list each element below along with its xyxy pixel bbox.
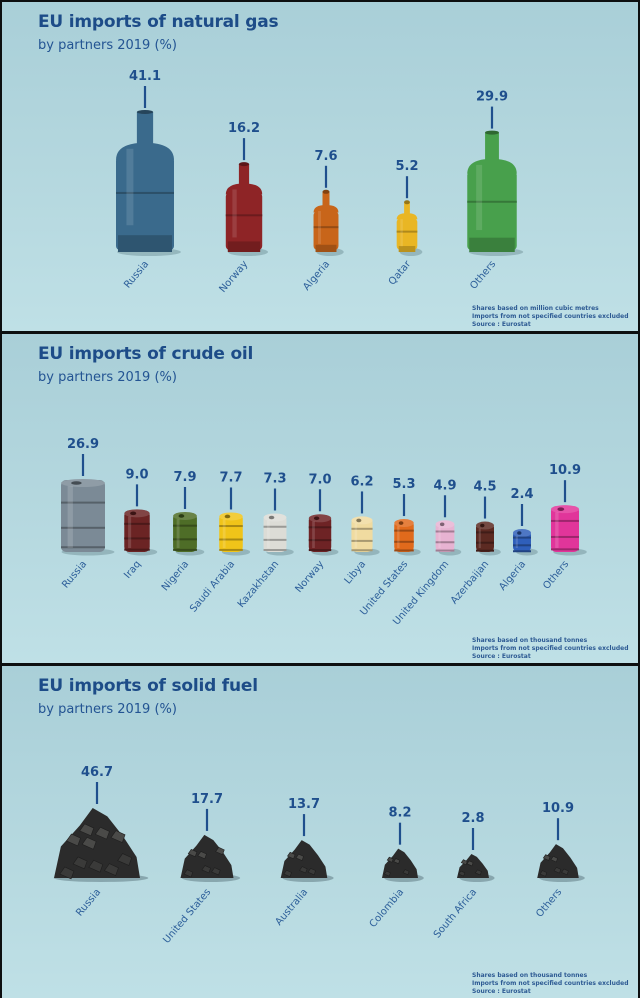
coal-pile <box>180 834 241 882</box>
natural-gas-chart: 41.1 Russia 16.2 Norway 7.6 Algeria 5.2 Qatar 29… <box>116 69 524 295</box>
category-label: Others <box>534 887 564 920</box>
category-label: Russia <box>122 259 151 291</box>
category-label: Norway <box>293 559 326 595</box>
category-label: Others <box>468 259 498 292</box>
chart-subtitle: by partners 2019 (%) <box>38 38 177 53</box>
chart-title: EU imports of solid fuel <box>38 676 258 696</box>
note-basis: Shares based on million cubic metres <box>472 305 599 312</box>
value-label: 6.2 <box>350 474 373 489</box>
value-label: 17.7 <box>191 792 223 807</box>
chart-title: EU imports of crude oil <box>38 344 254 364</box>
value-label: 9.0 <box>125 467 148 482</box>
oil-barrel <box>263 513 294 556</box>
crude-oil-panel: EU imports of crude oil by partners 2019… <box>2 334 638 663</box>
solid-fuel-chart: 46.7 Russia 17.7 United States 13.7 Australia… <box>53 765 585 946</box>
category-label: Colombia <box>368 887 407 930</box>
gas-cylinder <box>396 200 423 256</box>
value-label: 8.2 <box>388 806 411 821</box>
note-source: Source : Eurostat <box>472 321 531 328</box>
oil-barrel <box>476 521 501 556</box>
value-label: 46.7 <box>81 765 113 780</box>
chart-subtitle: by partners 2019 (%) <box>38 370 177 385</box>
category-label: Kazakhstan <box>236 559 281 610</box>
note-basis: Shares based on thousand tonnes <box>472 972 588 979</box>
value-label: 7.9 <box>173 470 196 485</box>
category-label: Libya <box>343 559 369 587</box>
gas-cylinder <box>313 189 344 256</box>
value-label: 4.9 <box>433 478 456 493</box>
oil-barrel <box>61 479 115 556</box>
gas-cylinder <box>116 110 181 256</box>
category-label: Russia <box>60 559 89 591</box>
note-source: Source : Eurostat <box>472 653 531 660</box>
category-label: United States <box>161 887 213 946</box>
chart-title: EU imports of natural gas <box>38 12 279 32</box>
value-label: 16.2 <box>228 121 260 136</box>
value-label: 41.1 <box>129 69 161 84</box>
category-label: Norway <box>217 259 250 295</box>
category-label: South Africa <box>432 887 479 941</box>
value-label: 10.9 <box>542 801 574 816</box>
category-label: Russia <box>74 887 103 919</box>
coal-pile <box>537 844 585 882</box>
oil-barrel <box>550 505 587 556</box>
value-label: 2.8 <box>461 811 484 826</box>
value-label: 7.6 <box>314 149 337 164</box>
category-label: Saudi Arabia <box>188 559 237 615</box>
value-label: 13.7 <box>288 797 320 812</box>
note-basis: Shares based on thousand tonnes <box>472 637 588 644</box>
value-label: 7.3 <box>263 471 286 486</box>
gas-cylinder <box>225 162 269 256</box>
category-label: Australia <box>273 887 310 928</box>
coal-pile <box>457 854 495 882</box>
note-exclusion: Imports from not specified countries exc… <box>472 313 629 320</box>
oil-barrel <box>435 520 462 556</box>
category-label: Others <box>541 559 571 592</box>
category-label: Azerbaijan <box>449 559 491 607</box>
value-label: 2.4 <box>510 487 533 502</box>
category-label: Nigeria <box>160 559 191 593</box>
value-label: 26.9 <box>67 437 99 452</box>
value-label: 5.3 <box>392 477 415 492</box>
chart-notes: Shares based on thousand tonnes Imports … <box>472 972 629 996</box>
note-exclusion: Imports from not specified countries exc… <box>472 645 629 652</box>
note-source: Source : Eurostat <box>472 988 531 995</box>
oil-barrel <box>513 529 538 556</box>
oil-barrel <box>219 512 251 556</box>
coal-pile <box>280 840 334 882</box>
oil-barrel <box>351 516 380 556</box>
category-label: Qatar <box>387 258 414 287</box>
category-label: Algeria <box>497 559 528 593</box>
oil-barrel <box>124 509 158 556</box>
value-label: 4.5 <box>473 480 496 495</box>
note-exclusion: Imports from not specified countries exc… <box>472 980 629 987</box>
value-label: 5.2 <box>395 159 418 174</box>
oil-barrel <box>394 519 421 556</box>
chart-notes: Shares based on million cubic metres Imp… <box>472 305 629 329</box>
category-label: Iraq <box>122 559 143 581</box>
coal-pile <box>53 808 149 882</box>
coal-pile <box>381 848 424 882</box>
oil-barrel <box>173 511 205 556</box>
chart-notes: Shares based on thousand tonnes Imports … <box>472 637 629 661</box>
value-label: 7.0 <box>308 472 331 487</box>
value-label: 10.9 <box>549 463 581 478</box>
crude-oil-chart: 26.9 Russia 9.0 Iraq 7.9 Nigeria 7.7 Saudi Arab… <box>60 437 587 627</box>
category-label: Algeria <box>301 259 332 293</box>
value-label: 7.7 <box>219 470 242 485</box>
oil-barrel <box>308 514 339 556</box>
solid-fuel-panel: EU imports of solid fuel by partners 201… <box>2 666 638 998</box>
chart-subtitle: by partners 2019 (%) <box>38 702 177 717</box>
natural-gas-panel: EU imports of natural gas by partners 20… <box>2 2 638 331</box>
value-label: 29.9 <box>476 90 508 105</box>
gas-cylinder <box>467 130 524 256</box>
